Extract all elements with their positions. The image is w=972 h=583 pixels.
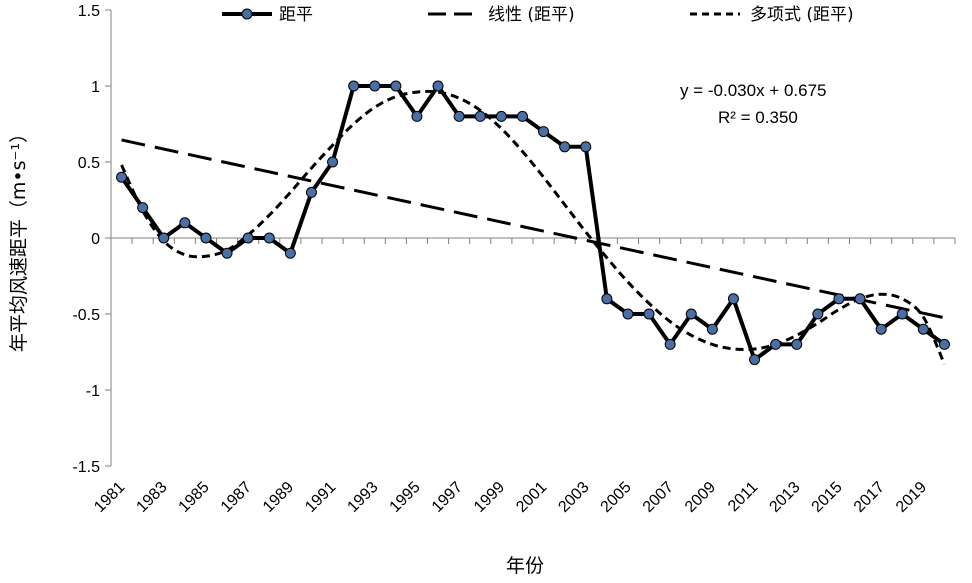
- series-layer: [119, 84, 946, 365]
- x-tick-label: 1999: [471, 479, 508, 516]
- legend-marker-anomaly: [241, 8, 253, 20]
- y-axis-title: 年平均风速距平（m•s⁻¹）: [8, 124, 30, 352]
- legend: 距平 线性 (距平) 多项式 (距平): [222, 5, 854, 25]
- y-tick-label: -0.5: [72, 307, 100, 324]
- data-point: [664, 338, 676, 350]
- x-tick-label: 1993: [344, 479, 381, 516]
- x-tick-label: 2017: [851, 479, 888, 516]
- y-tick-label: 0.5: [78, 155, 100, 172]
- data-point: [263, 232, 275, 244]
- legend-label-anomaly: 距平: [279, 5, 313, 25]
- trend-equation: y = -0.030x + 0.675: [680, 81, 827, 100]
- x-tick-label: 1987: [218, 479, 255, 516]
- x-tick-label: 1997: [429, 479, 466, 516]
- x-tick-label: 2009: [682, 479, 719, 516]
- x-tick-labels: 1981 1983 1985 1987 1989 1991 1993 1995 1997 1999…: [91, 479, 930, 516]
- data-point: [601, 293, 613, 305]
- x-tick-label: 2015: [809, 479, 846, 516]
- data-point: [305, 186, 317, 198]
- legend-label-poly: 多项式 (距平): [750, 5, 854, 25]
- data-point: [284, 247, 296, 259]
- data-point: [390, 80, 402, 92]
- data-point: [896, 308, 908, 320]
- x-tick-label: 1981: [91, 479, 128, 516]
- data-point: [453, 110, 465, 122]
- data-point: [833, 293, 845, 305]
- data-point: [727, 293, 739, 305]
- y-tick-label: 1.5: [78, 3, 100, 20]
- data-point: [770, 338, 782, 350]
- x-axis-title: 年份: [506, 555, 544, 577]
- data-point: [791, 338, 803, 350]
- data-point: [917, 323, 929, 335]
- y-tick-label: -1: [86, 383, 100, 400]
- x-tick-label: 1991: [302, 479, 339, 516]
- data-point: [559, 141, 571, 153]
- x-tick-label: 2005: [598, 479, 635, 516]
- data-point: [875, 323, 887, 335]
- data-point: [622, 308, 634, 320]
- x-tick-label: 1985: [176, 479, 213, 516]
- data-point: [179, 217, 191, 229]
- data-point: [432, 80, 444, 92]
- data-point: [706, 323, 718, 335]
- x-tick-label: 2013: [766, 479, 803, 516]
- data-point: [158, 232, 170, 244]
- data-point: [348, 80, 360, 92]
- data-point: [137, 202, 149, 214]
- data-point: [938, 338, 950, 350]
- data-point: [749, 354, 761, 366]
- data-point: [495, 110, 507, 122]
- data-point: [580, 141, 592, 153]
- x-tick-label: 2019: [893, 479, 930, 516]
- data-point: [116, 171, 128, 183]
- data-point: [474, 110, 486, 122]
- data-point: [200, 232, 212, 244]
- data-point: [369, 80, 381, 92]
- x-tick-label: 1989: [260, 479, 297, 516]
- x-tick-label: 2007: [640, 479, 677, 516]
- polynomial-trend-line: [120, 89, 946, 365]
- data-point: [221, 247, 233, 259]
- markers: [116, 80, 950, 366]
- data-point: [538, 126, 550, 138]
- x-tick-label: 2011: [725, 479, 761, 515]
- data-point: [242, 232, 254, 244]
- y-tick-label: -1.5: [72, 459, 100, 476]
- axes: [105, 9, 956, 467]
- data-point: [854, 293, 866, 305]
- data-point: [516, 110, 528, 122]
- x-tick-label: 2003: [555, 479, 592, 516]
- y-tick-label: 1: [91, 79, 100, 96]
- y-tick-labels: 1.5 1 0.5 0 -0.5 -1 -1.5: [72, 3, 100, 476]
- legend-label-linear: 线性 (距平): [488, 5, 575, 25]
- x-tick-label: 1995: [387, 479, 424, 516]
- y-tick-label: 0: [91, 231, 100, 248]
- r-squared: R² = 0.350: [718, 108, 798, 127]
- data-point: [643, 308, 655, 320]
- linear-trend-line: [121, 138, 945, 320]
- data-point: [411, 110, 423, 122]
- data-point: [327, 156, 339, 168]
- data-point: [812, 308, 824, 320]
- x-tick-label: 2001: [513, 479, 550, 516]
- anomaly-series-line: [119, 84, 946, 362]
- x-tick-label: 1983: [133, 479, 170, 516]
- data-point: [685, 308, 697, 320]
